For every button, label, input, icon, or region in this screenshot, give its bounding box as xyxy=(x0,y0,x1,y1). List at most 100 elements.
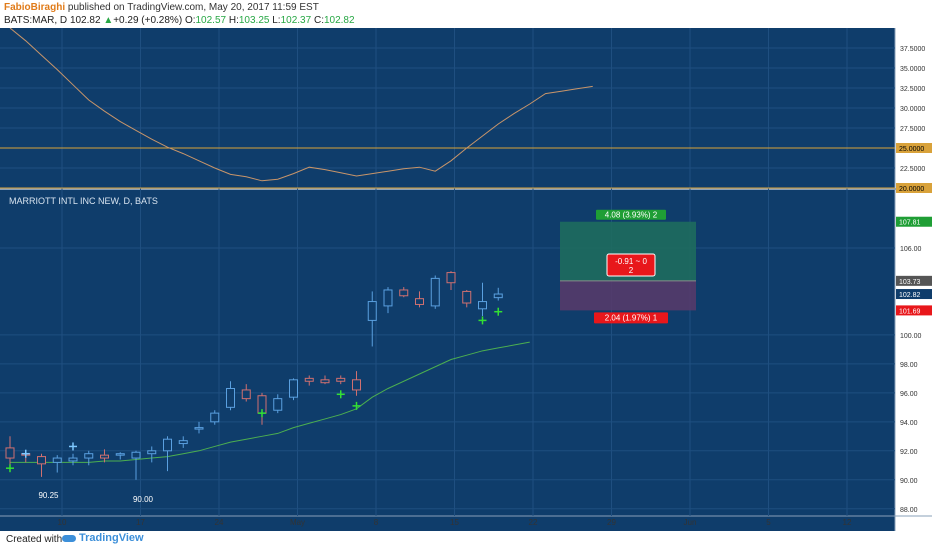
candle xyxy=(430,275,440,309)
stop-info-box xyxy=(594,312,668,324)
indicator-axis-tick-label: 32.5000 xyxy=(900,86,925,93)
candle-body xyxy=(289,379,298,398)
candle-body xyxy=(383,289,393,307)
target-info-box xyxy=(596,209,666,220)
candle-body xyxy=(100,454,109,459)
open-value: 102.57 xyxy=(195,15,227,26)
candle xyxy=(178,436,188,448)
time-axis-tick-label: 15 xyxy=(450,518,459,527)
price-axis-marker-label: 101.69 xyxy=(899,308,921,315)
candle-body xyxy=(84,453,94,459)
position-center-box xyxy=(606,253,656,277)
footer: Created with TradingView xyxy=(0,531,932,550)
candle-body xyxy=(52,457,62,463)
candle xyxy=(52,455,62,473)
time-axis-tick-label: 22 xyxy=(529,518,538,527)
signal-marker xyxy=(352,401,361,410)
candle-body xyxy=(493,293,503,299)
low-annotation-label: 90.25 xyxy=(38,491,59,500)
low-label: L: xyxy=(272,15,281,26)
price-axis-tick-label: 88.00 xyxy=(900,507,918,514)
candle xyxy=(115,452,125,460)
candle-body xyxy=(399,289,409,297)
time-axis-tick-label: 17 xyxy=(136,518,145,527)
candle xyxy=(273,394,283,414)
candle xyxy=(304,375,314,386)
candle xyxy=(478,282,487,317)
candle xyxy=(194,421,204,434)
candle xyxy=(336,375,346,385)
signal-marker xyxy=(21,449,30,458)
candle-body xyxy=(367,301,377,321)
level-label: 25.0000 xyxy=(899,146,924,153)
candle xyxy=(100,449,109,463)
time-axis-tick-label: May xyxy=(290,518,305,527)
price-axis-tick-label: 94.00 xyxy=(900,420,918,427)
publish-info: published on TradingView.com, May 20, 20… xyxy=(65,2,319,13)
candle xyxy=(68,453,78,466)
level-label-box xyxy=(896,183,932,193)
candle-body xyxy=(210,412,220,423)
price-axis-marker-label: 107.81 xyxy=(899,220,921,227)
candle-body xyxy=(462,290,472,304)
price-axis-marker-box xyxy=(896,275,932,286)
time-axis-tick-label: 29 xyxy=(607,518,616,527)
candle xyxy=(84,450,94,466)
signal-marker xyxy=(258,409,266,418)
author-link[interactable]: FabioBiraghi xyxy=(4,2,66,13)
stop-zone xyxy=(560,280,696,311)
time-axis-tick-label: 10 xyxy=(58,518,67,527)
candle-body xyxy=(226,387,235,408)
time-axis-tick-label: Jun xyxy=(684,518,697,527)
level-label-box xyxy=(896,143,932,153)
price-axis-tick-label: 92.00 xyxy=(900,449,918,456)
candle-body xyxy=(478,301,487,310)
candle-body xyxy=(273,398,283,411)
candle xyxy=(352,371,361,396)
chart-header: FabioBiraghi published on TradingView.co… xyxy=(0,0,932,28)
position-center-label-1: -0.91 ~ 0 xyxy=(615,257,647,266)
symbol-line: BATS:MAR, D 102.82 ▲+0.29 (+0.28%) O:102… xyxy=(4,15,355,26)
candle-body xyxy=(241,389,251,400)
candle-body xyxy=(430,277,440,307)
candle-body xyxy=(415,298,424,305)
indicator-axis-tick-label: 37.5000 xyxy=(900,46,925,53)
candle xyxy=(37,453,46,477)
price-axis-marker-box xyxy=(896,305,932,316)
candle xyxy=(462,289,472,308)
indicator-axis-tick-label: 30.0000 xyxy=(900,106,925,113)
symbol-label: BATS:MAR, D xyxy=(4,15,68,26)
brand-label: TradingView xyxy=(79,532,144,544)
candle xyxy=(383,287,393,314)
time-axis-tick-label: 24 xyxy=(215,518,224,527)
indicator-line xyxy=(9,28,593,182)
low-annotation-label: 90.00 xyxy=(133,495,154,504)
level-label: 20.0000 xyxy=(899,186,924,193)
publish-line: FabioBiraghi published on TradingView.co… xyxy=(4,2,319,13)
candle-body xyxy=(304,377,314,382)
candle xyxy=(367,291,377,347)
tradingview-logo[interactable]: TradingView xyxy=(62,532,144,544)
price-axis-marker-box xyxy=(896,289,932,300)
last-price: 102.82 xyxy=(69,15,101,26)
time-axis-tick-label: 8 xyxy=(374,518,379,527)
chart-area[interactable]: 10 17 24 May 8 15 22 29 Jun 5 12 37.5000 35.0000 32.5… xyxy=(0,28,932,531)
price-axis-tick-label: 100.00 xyxy=(900,333,922,340)
indicator-axis-tick-label: 35.0000 xyxy=(900,66,925,73)
change-arrow-icon: ▲ xyxy=(103,15,114,26)
price-axis-tick-label: 98.00 xyxy=(900,362,918,369)
indicator-axis-tick-label: 27.5000 xyxy=(900,126,925,133)
candle xyxy=(226,381,235,411)
candle-body xyxy=(446,272,456,284)
price-axis-marker-label: 103.73 xyxy=(899,279,921,286)
candle xyxy=(241,384,251,402)
high-label: H: xyxy=(228,15,239,26)
signal-marker xyxy=(336,390,345,399)
price-axis-marker-box xyxy=(896,216,932,227)
candle-body xyxy=(37,456,46,465)
price-axis-tick-label: 106.00 xyxy=(900,246,922,253)
candle-body xyxy=(5,447,15,459)
moving-average-line xyxy=(10,341,530,463)
price-pane-title: MARRIOTT INTL INC NEW, D, BATS xyxy=(9,196,158,206)
candle-body xyxy=(320,379,330,384)
